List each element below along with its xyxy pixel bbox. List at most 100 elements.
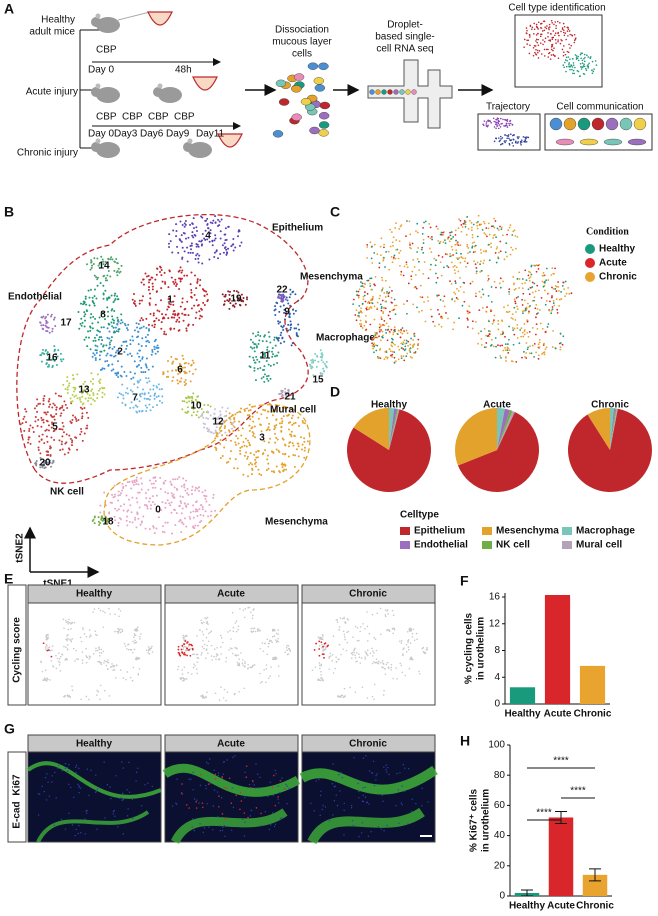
cell-dot (549, 310, 551, 312)
cell-dot (198, 261, 200, 263)
cell-dot (571, 69, 573, 71)
cell-dot (148, 324, 150, 326)
cell-dot (155, 480, 157, 482)
cell-dot (202, 646, 204, 648)
nucleus-dot (176, 804, 177, 805)
cell-dot (205, 417, 207, 419)
cell-dot (96, 349, 98, 351)
cell-dot (164, 522, 166, 524)
cell-dot (391, 297, 393, 299)
cell-dot (94, 354, 96, 356)
nucleus-dot (310, 803, 311, 804)
cell-dot (521, 357, 523, 359)
cell-dot (133, 293, 135, 295)
cell-dot (91, 388, 93, 390)
cell-dot (416, 223, 418, 225)
cell-dot (460, 224, 462, 226)
cell-dot (371, 342, 373, 344)
cell-dot (107, 661, 109, 663)
cell-dot (393, 256, 395, 258)
cell-dot (151, 325, 153, 327)
cell-dot (458, 290, 460, 292)
cell-dot (319, 645, 321, 647)
cell-dot (450, 238, 452, 240)
cell-dot (432, 321, 434, 323)
cell-dot (81, 325, 83, 327)
cell-dot (344, 636, 346, 638)
nucleus-dot (190, 778, 191, 779)
cell-dot (294, 454, 296, 456)
cell-dot (519, 329, 521, 331)
cell-dot (225, 254, 227, 256)
cell-dot (48, 327, 50, 329)
cell-dot (90, 262, 92, 264)
cell-dot (238, 421, 240, 423)
cell-dot (225, 294, 227, 296)
nucleus-dot (212, 829, 213, 830)
cell-icon (292, 114, 302, 121)
cell-dot (386, 322, 388, 324)
nucleus-dot (86, 812, 87, 813)
cell-dot (239, 453, 241, 455)
cell-dot (233, 627, 235, 629)
cell-dot (487, 126, 489, 128)
cell-dot (383, 258, 385, 260)
cell-dot (184, 366, 186, 368)
cell-dot (390, 350, 392, 352)
cell-dot (38, 435, 40, 437)
cell-dot (300, 436, 302, 438)
cell-dot (174, 295, 176, 297)
cell-dot (206, 692, 208, 694)
cell-dot (169, 481, 171, 483)
cell-dot (151, 349, 153, 351)
cell-dot (106, 665, 108, 667)
nucleus-dot (269, 829, 270, 830)
bar (549, 817, 573, 896)
cell-dot (276, 633, 278, 635)
cell-dot (196, 661, 198, 663)
cell-dot (215, 221, 217, 223)
cell-dot (156, 290, 158, 292)
cell-dot (104, 660, 106, 662)
cell-dot (559, 299, 561, 301)
cell-dot (391, 290, 393, 292)
cell-dot (205, 618, 207, 620)
cell-dot (156, 495, 158, 497)
cell-dot (417, 247, 419, 249)
cell-dot (250, 666, 252, 668)
cell-dot (472, 234, 474, 236)
cell-dot (392, 241, 394, 243)
cell-dot (413, 352, 415, 354)
cell-dot (523, 351, 525, 353)
cell-dot (114, 669, 116, 671)
cell-dot (112, 669, 114, 671)
cell-dot (406, 644, 408, 646)
cell-dot (232, 238, 234, 240)
cell-dot (273, 364, 275, 366)
cell-dot (572, 58, 574, 60)
cell-dot (70, 401, 72, 403)
cell-dot (537, 265, 539, 267)
cell-dot (187, 252, 189, 254)
cell-dot (167, 360, 169, 362)
cell-dot (144, 371, 146, 373)
cell-dot (107, 659, 109, 661)
cell-dot (466, 317, 468, 319)
cell-dot (200, 520, 202, 522)
cell-dot (98, 646, 100, 648)
cell-dot (529, 345, 531, 347)
cell-dot (167, 317, 169, 319)
cell-dot (62, 384, 64, 386)
ki67-dot (272, 787, 274, 789)
cell-dot (479, 224, 481, 226)
cell-dot (483, 250, 485, 252)
cell-dot (226, 434, 228, 436)
cell-dot (572, 66, 574, 68)
cell-dot (120, 393, 122, 395)
cell-dot (114, 631, 116, 633)
cell-dot (321, 677, 323, 679)
cell-dot (117, 376, 119, 378)
cell-dot (469, 251, 471, 253)
cell-dot (563, 66, 565, 68)
cell-dot (189, 518, 191, 520)
